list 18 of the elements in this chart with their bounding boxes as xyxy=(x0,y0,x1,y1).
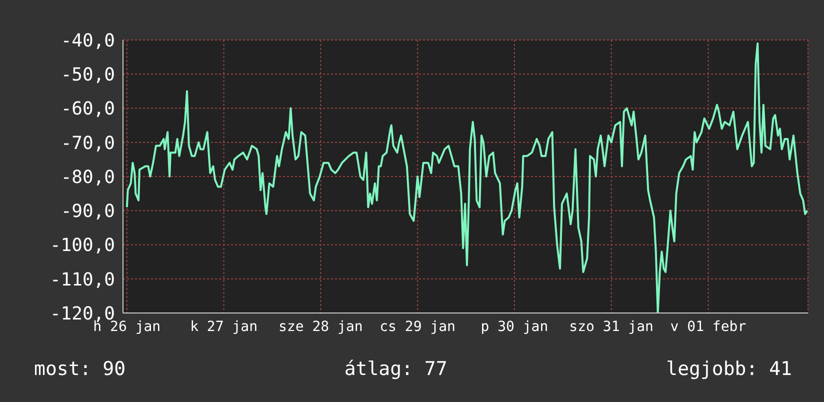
x-tick-label: cs 29 jan xyxy=(380,318,456,335)
y-tick-label: -70,0 xyxy=(60,132,115,154)
y-tick-label: -40,0 xyxy=(60,30,115,52)
text: átlag: 77 xyxy=(344,358,448,380)
y-tick-label: -60,0 xyxy=(60,98,115,120)
y-tick-label: -80,0 xyxy=(60,166,115,188)
text: most: 90 xyxy=(34,358,126,380)
x-tick-label: p 30 jan xyxy=(480,318,548,335)
y-tick-label: -110,0 xyxy=(50,269,115,290)
x-tick-label: szo 31 jan xyxy=(569,318,654,335)
x-tick-label: h 26 jan xyxy=(93,318,161,335)
x-tick-label: v 01 febr xyxy=(670,318,746,335)
y-tick-label: -100,0 xyxy=(50,235,115,256)
x-tick-label: sze 28 jan xyxy=(278,318,363,335)
y-tick-label: -90,0 xyxy=(60,201,115,222)
y-tick-label: -50,0 xyxy=(60,64,115,86)
x-tick-label: k 27 jan xyxy=(190,318,258,335)
text: legjobb: 41 xyxy=(666,358,792,380)
